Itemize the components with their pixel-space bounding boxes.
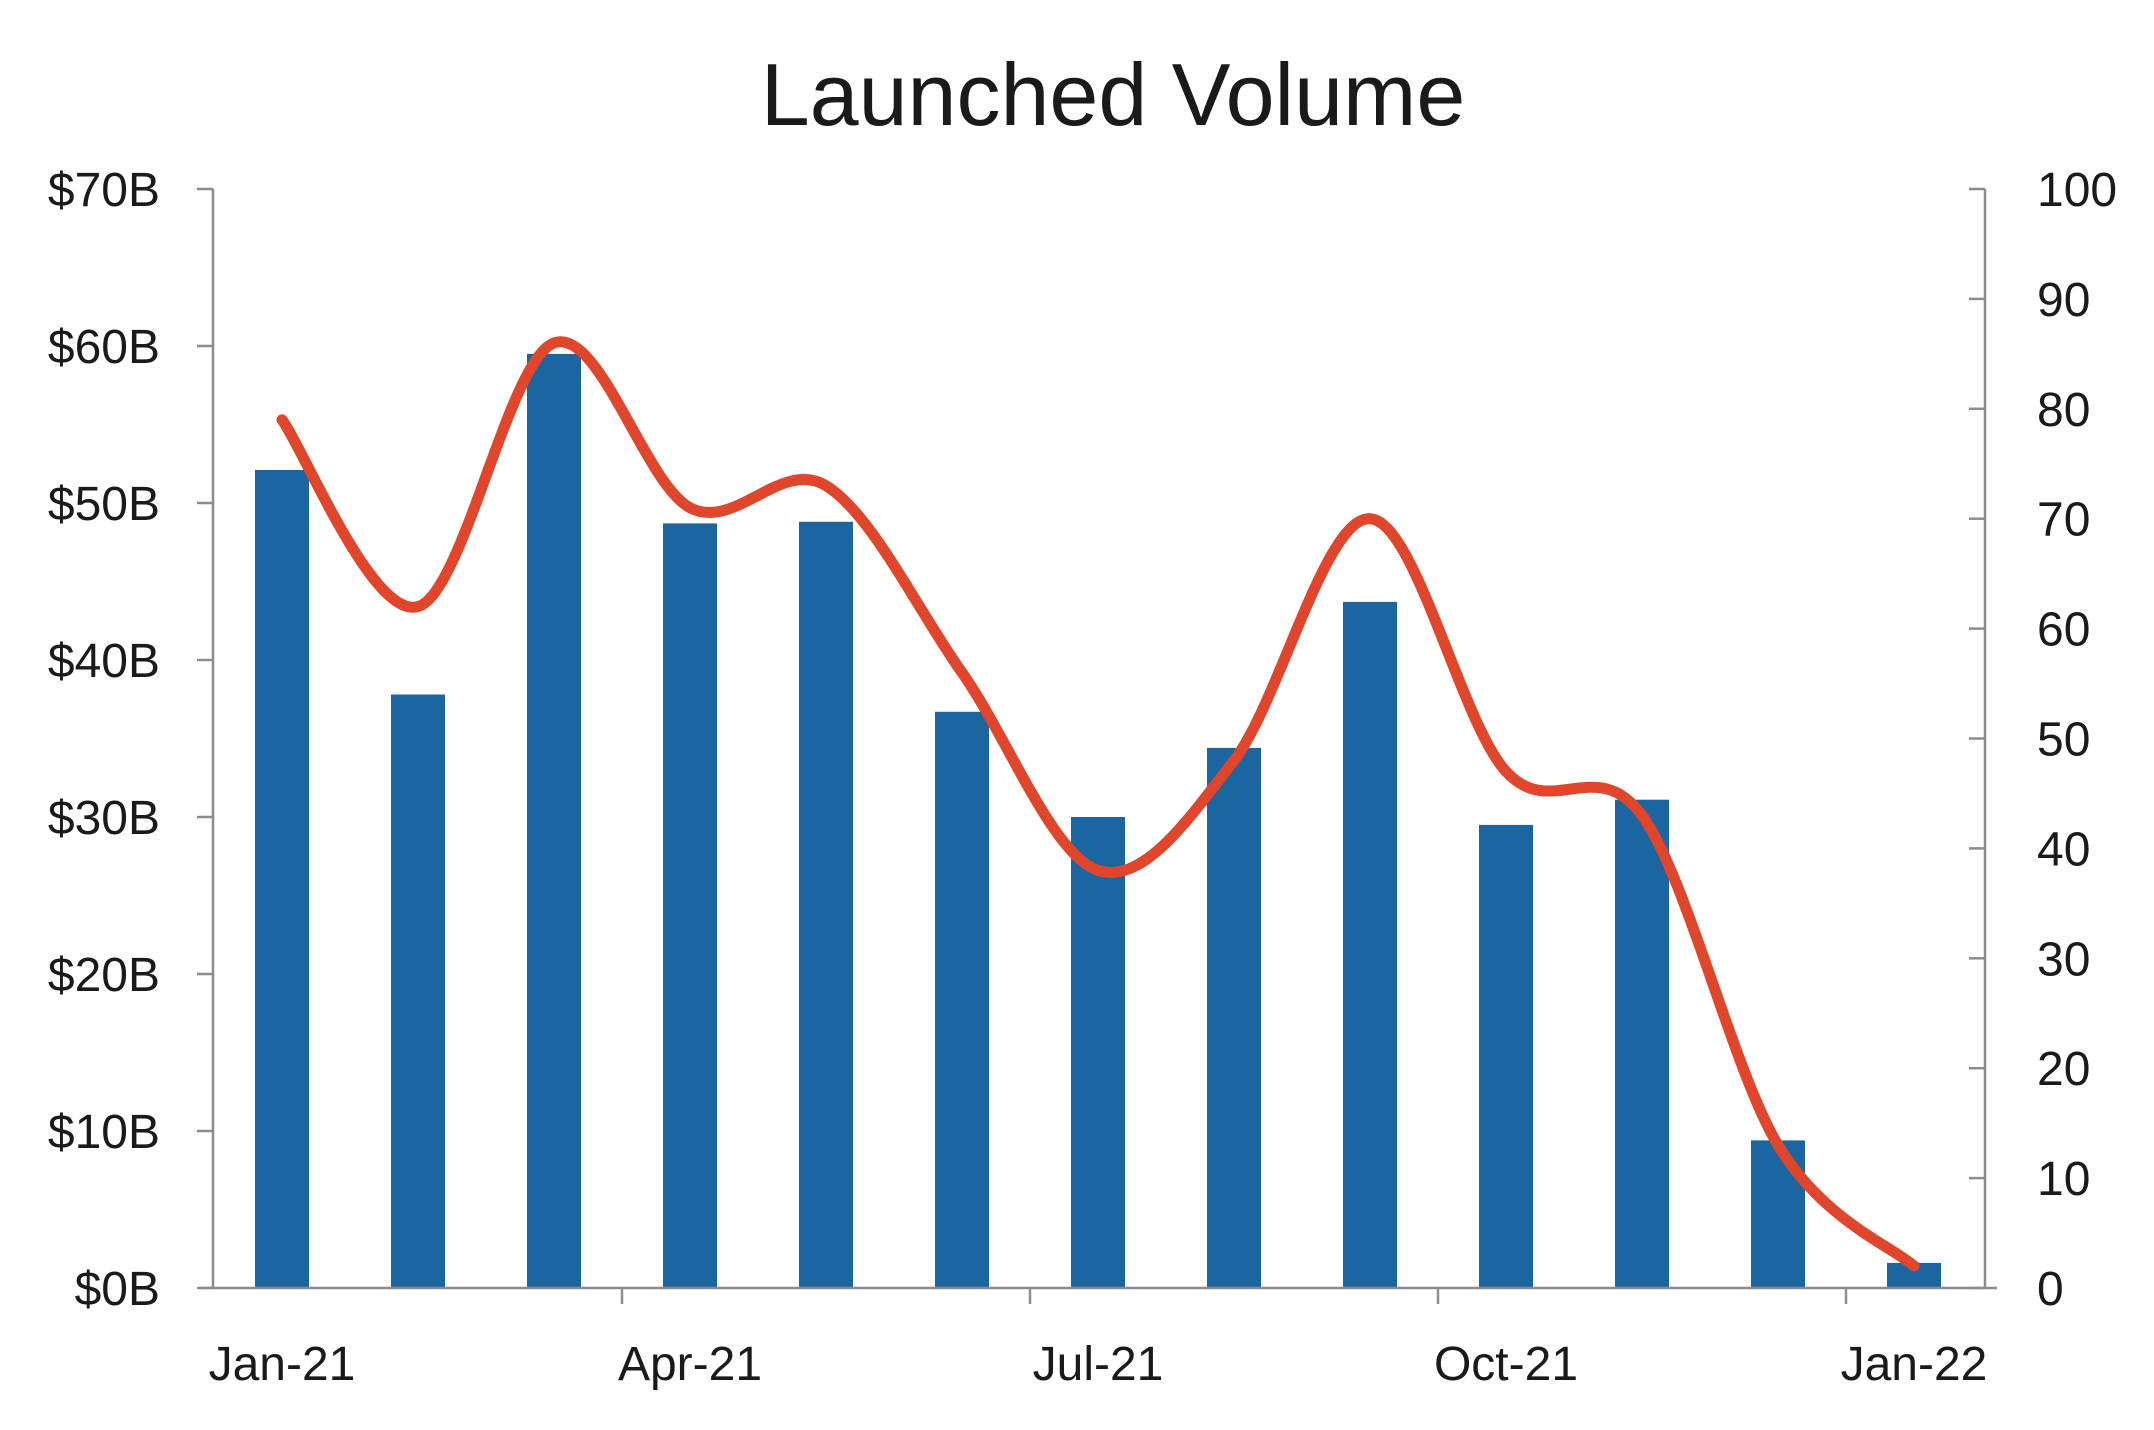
- y-right-tick-label: 0: [2037, 1263, 2064, 1316]
- y-right-tick-label: 50: [2037, 714, 2090, 767]
- x-tick-label: Jan-21: [209, 1338, 356, 1391]
- bar-oct-21: [1479, 824, 1533, 1288]
- y-left-tick-label: $50B: [48, 478, 160, 531]
- bar-may-21: [799, 521, 853, 1288]
- y-left-tick-label: $40B: [48, 635, 160, 688]
- y-left-tick-label: $30B: [48, 792, 160, 845]
- bar-dec-21: [1751, 1140, 1805, 1288]
- line-point-sep-21: [1369, 518, 1371, 520]
- bars-layer: [255, 353, 1941, 1288]
- y-left-tick-label: $70B: [48, 164, 160, 217]
- y-right-tick-label: 90: [2037, 274, 2090, 327]
- line-point-jan-21: [281, 419, 283, 421]
- axes-layer: [197, 187, 1997, 1304]
- y-left-tick-label: $60B: [48, 321, 160, 374]
- count-line-series: [276, 336, 1920, 1272]
- line-point-nov-21: [1641, 814, 1643, 816]
- y-right-tick-label: 10: [2037, 1153, 2090, 1206]
- y-left-tick-label: $20B: [48, 949, 160, 1002]
- line-point-feb-21: [417, 606, 419, 608]
- bar-nov-21: [1615, 799, 1669, 1288]
- x-tick-label: Apr-21: [618, 1338, 762, 1391]
- y-left-tick-label: $10B: [48, 1106, 160, 1159]
- bar-jun-21: [935, 711, 989, 1288]
- line-point-apr-21: [689, 507, 691, 509]
- bar-aug-21: [1207, 747, 1261, 1288]
- bar-jan-21: [255, 470, 309, 1288]
- bar-apr-21: [663, 523, 717, 1288]
- line-layer: [276, 336, 1920, 1272]
- line-point-mar-21: [553, 342, 555, 344]
- line-point-dec-21: [1777, 1144, 1779, 1146]
- y-right-tick-label: 20: [2037, 1043, 2090, 1096]
- bar-sep-21: [1343, 601, 1397, 1288]
- y-right-tick-label: 60: [2037, 604, 2090, 657]
- y-right-tick-label: 40: [2037, 823, 2090, 876]
- y-left-tick-label: $0B: [75, 1263, 160, 1316]
- labels-layer: $0B $10B $20B $30B $40B $50B $60B $70B 0 10 20 30 40…: [48, 164, 2117, 1391]
- line-point-may-21: [825, 485, 827, 487]
- line-point-jun-21: [961, 672, 963, 674]
- bar-feb-21: [391, 694, 445, 1288]
- x-tick-label: Jan-22: [1841, 1338, 1988, 1391]
- x-tick-label: Oct-21: [1434, 1338, 1578, 1391]
- y-right-tick-label: 100: [2037, 164, 2117, 217]
- line-point-aug-21: [1233, 760, 1235, 762]
- y-right-tick-label: 70: [2037, 494, 2090, 547]
- y-right-tick-label: 30: [2037, 933, 2090, 986]
- bar-mar-21: [527, 353, 581, 1288]
- line-point-jan-22: [1913, 1265, 1915, 1267]
- chart-title: Launched Volume: [761, 45, 1466, 144]
- line-point-jul-21: [1097, 869, 1099, 871]
- line-point-oct-21: [1505, 771, 1507, 773]
- bar-jul-21: [1071, 817, 1125, 1288]
- y-right-tick-label: 80: [2037, 384, 2090, 437]
- x-tick-label: Jul-21: [1033, 1338, 1164, 1391]
